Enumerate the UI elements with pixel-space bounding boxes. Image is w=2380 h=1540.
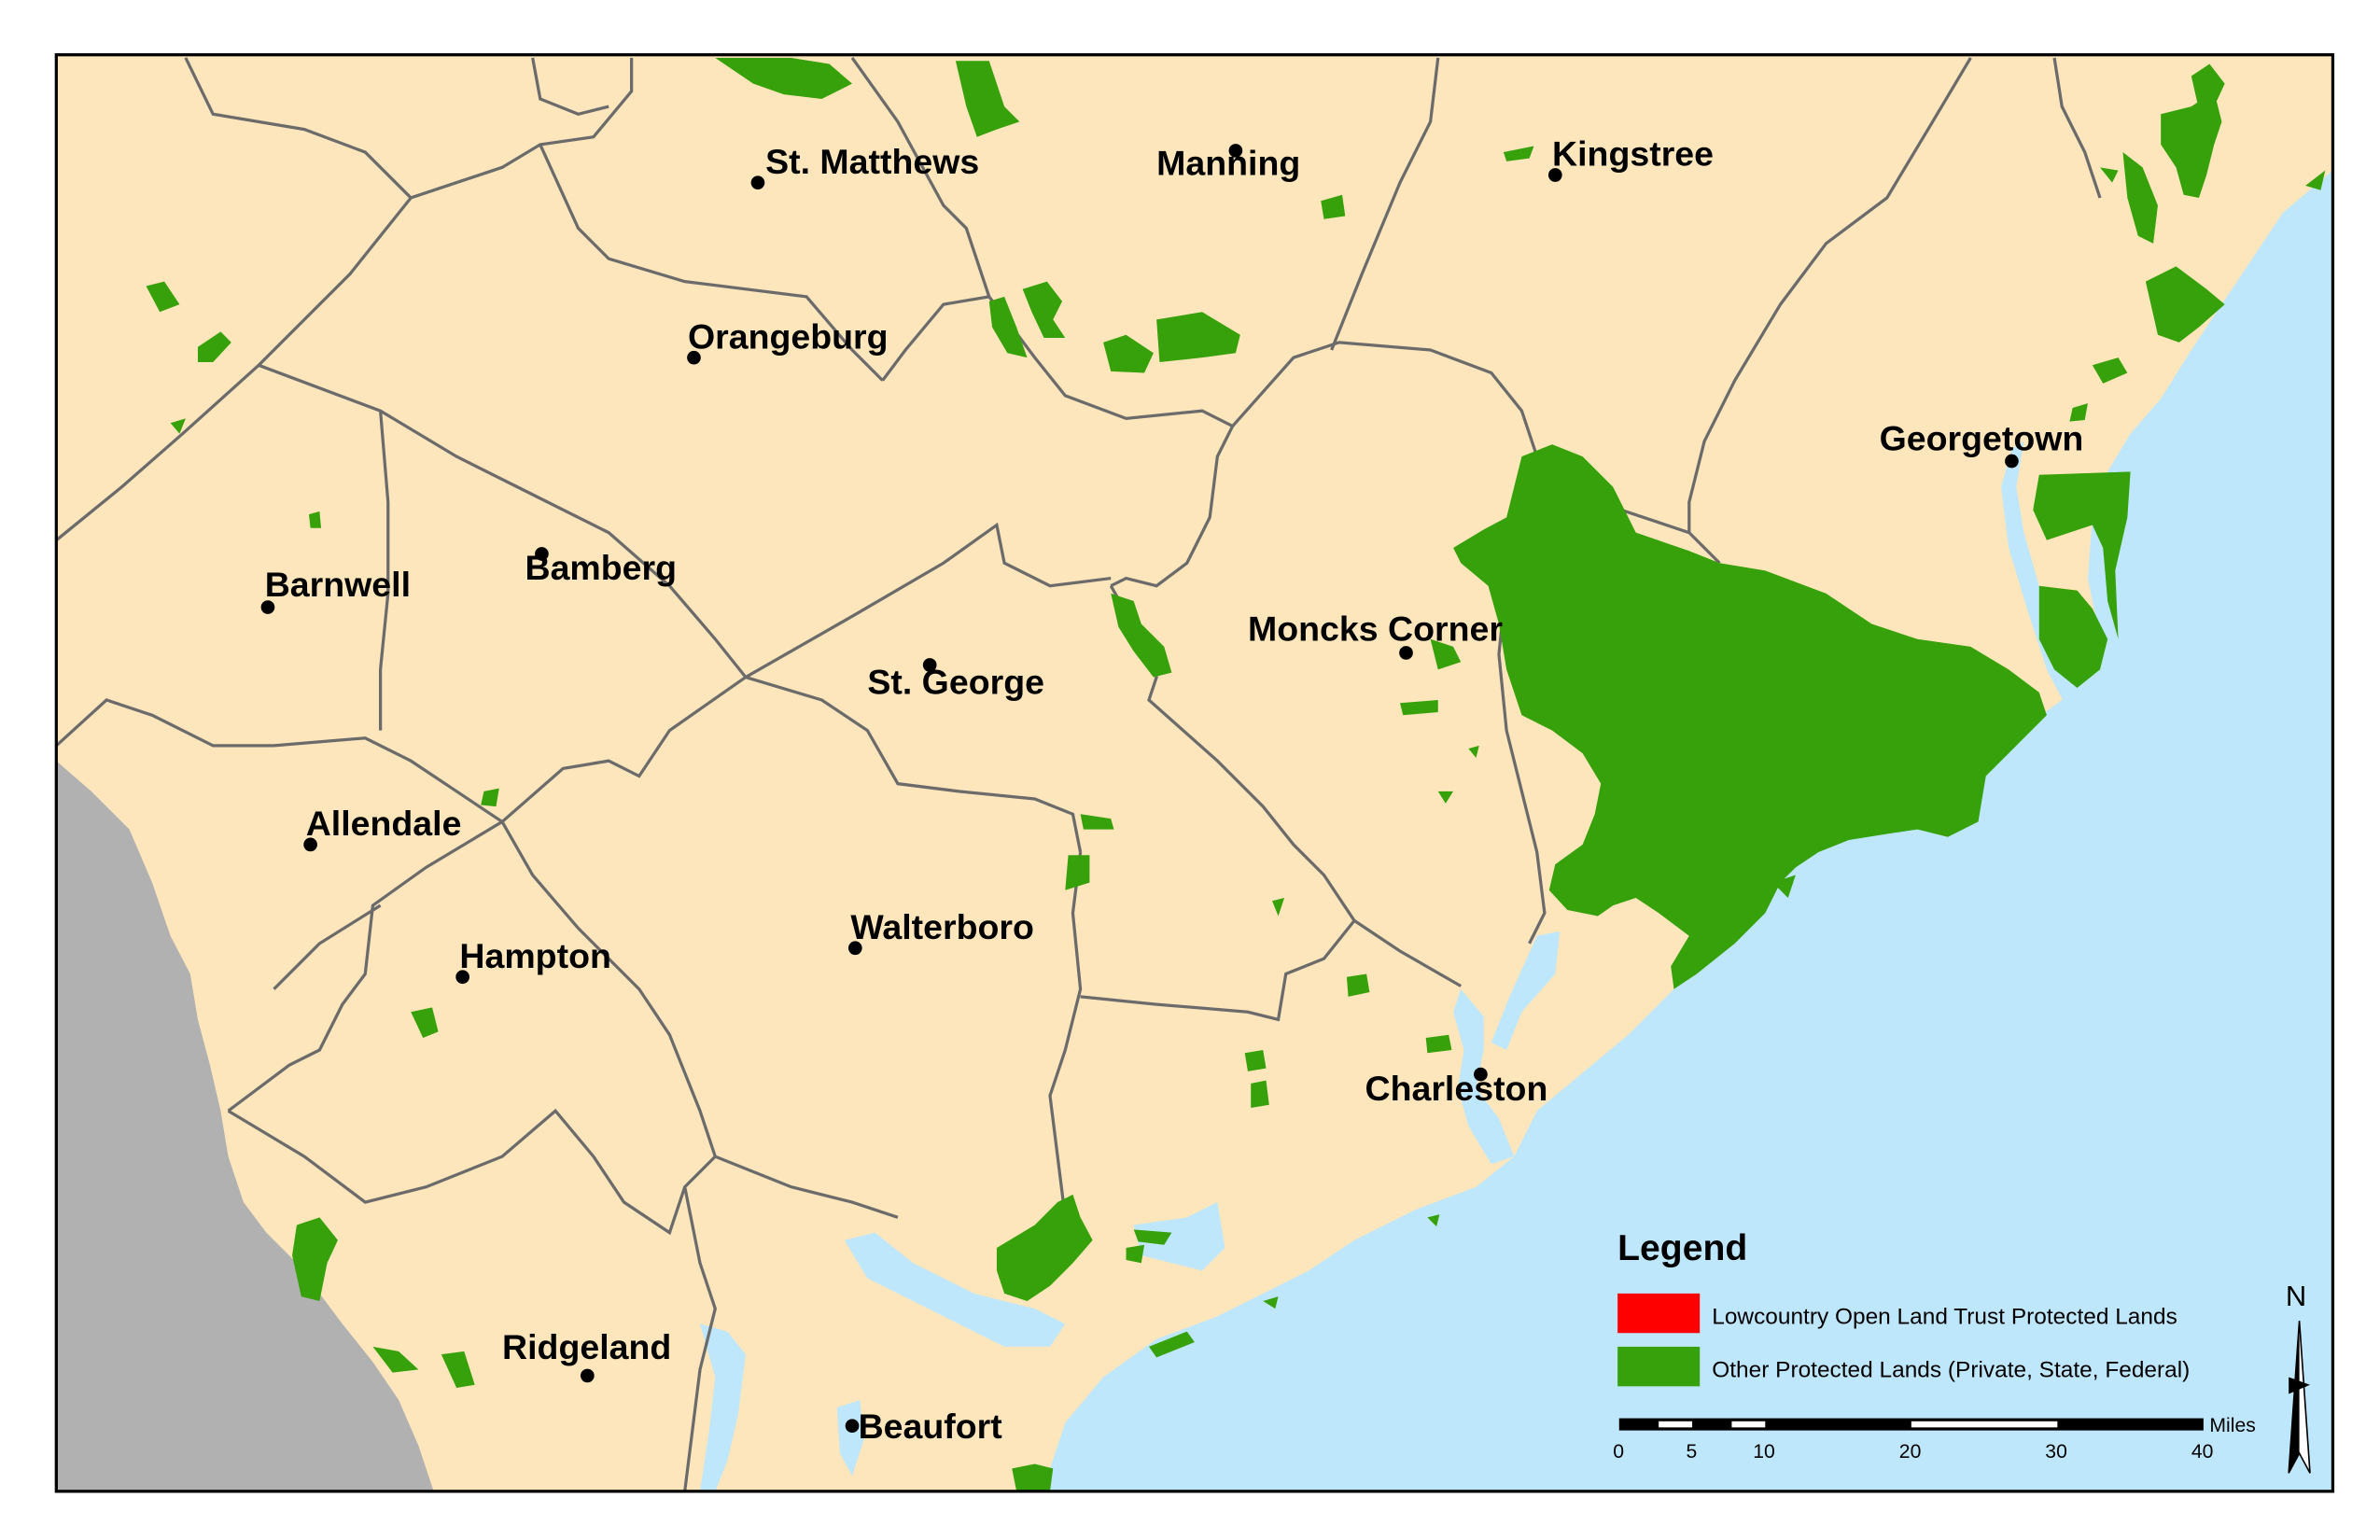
protected-lands-other: [146, 57, 2326, 1491]
map-border: [54, 53, 2335, 1493]
scale-tick-30: 30: [2045, 1441, 2067, 1463]
city-dot: [1399, 646, 1413, 660]
legend-swatch-lolt: [1617, 1293, 1701, 1334]
legend-label-lolt: Lowcountry Open Land Trust Protected Lan…: [1712, 1304, 2177, 1329]
scale-tick-5: 5: [1687, 1441, 1698, 1463]
north-arrow-icon: N: [2286, 1280, 2311, 1474]
city-dot: [581, 1368, 595, 1383]
out-of-state-area: [56, 761, 434, 1491]
city-dot: [535, 547, 549, 561]
city-dot: [847, 941, 862, 956]
city-dot: [455, 970, 469, 985]
city-label-st-matthews: St. Matthews: [765, 142, 979, 181]
city-dot: [750, 175, 765, 189]
north-label: N: [2286, 1280, 2306, 1312]
scale-tick-20: 20: [1899, 1441, 1922, 1463]
city-label-barnwell: Barnwell: [265, 565, 411, 604]
city-label-st-george: St. George: [867, 662, 1044, 701]
city-label-walterboro: Walterboro: [850, 907, 1034, 946]
city-dot: [1228, 144, 1243, 158]
city-label-allendale: Allendale: [306, 804, 462, 843]
legend-title: Legend: [1617, 1228, 1747, 1268]
scale-tick-40: 40: [2191, 1441, 2214, 1463]
city-label-georgetown: Georgetown: [1880, 419, 2084, 458]
city-dot: [922, 658, 937, 672]
city-dot: [687, 350, 701, 365]
city-labels: St. Matthews Manning Kingstree Orangebur…: [265, 134, 2084, 1446]
legend: Legend Lowcountry Open Land Trust Protec…: [1617, 1228, 2190, 1387]
city-label-ridgeland: Ridgeland: [502, 1327, 671, 1366]
city-label-kingstree: Kingstree: [1552, 134, 1714, 174]
scale-bar: Miles 0 5 10 20 30 40: [1613, 1415, 2256, 1463]
city-label-beaufort: Beaufort: [859, 1407, 1003, 1446]
scale-unit: Miles: [2209, 1415, 2255, 1436]
city-label-hampton: Hampton: [459, 936, 611, 975]
scale-tick-10: 10: [1753, 1441, 1775, 1463]
city-label-bamberg: Bamberg: [525, 548, 678, 587]
scale-tick-0: 0: [1613, 1441, 1624, 1463]
ocean: [1050, 170, 2333, 1491]
city-label-moncks-corner: Moncks Corner: [1248, 609, 1503, 648]
city-label-manning: Manning: [1156, 144, 1300, 183]
city-dot: [1474, 1067, 1488, 1082]
city-dot: [303, 837, 317, 852]
county-boundaries: [55, 57, 2102, 1492]
city-label-charleston: Charleston: [1365, 1069, 1548, 1108]
estuaries: [700, 441, 2078, 1491]
city-dot: [2005, 454, 2019, 469]
legend-swatch-other: [1617, 1346, 1701, 1387]
city-markers: [260, 144, 2019, 1434]
city-dot: [260, 600, 275, 614]
city-dot: [1547, 168, 1562, 182]
city-label-orangeburg: Orangeburg: [688, 316, 889, 356]
city-dot: [845, 1419, 860, 1434]
legend-label-other: Other Protected Lands (Private, State, F…: [1712, 1358, 2190, 1383]
